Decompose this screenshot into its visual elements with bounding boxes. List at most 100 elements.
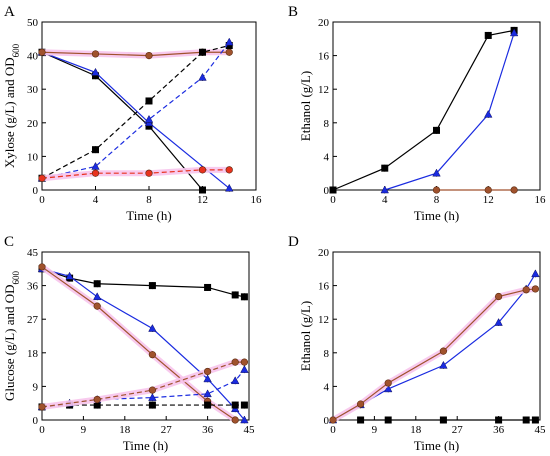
panel-a-data-point [38,48,46,56]
panel-b-series-3 [432,186,518,194]
panel-b-series-2-line [384,32,515,191]
panel-c-data-point [240,415,249,424]
panel-d-y-tick-label: 4 [324,381,330,393]
panel-c-data-point [148,324,157,332]
panel-c-data-point [204,283,212,291]
panel-a-data-point [198,72,207,81]
panel-b-data-point [484,31,492,39]
panel-c-data-point [204,367,212,376]
panel-a-data-point [199,186,207,194]
panel-b-y-axis-title: Ethanol (g/L) [298,71,313,141]
panel-c-data-point [231,401,239,409]
panel-d-data-point [531,285,540,293]
panel-d-x-tick-label: 0 [330,424,336,436]
panel-a-data-point [92,146,100,154]
panel-a: A 0 4 8 12 16 0 10 20 30 40 50 Time (h) Xylose (g/L)… [2,4,262,223]
panel-c-axes-frame [41,251,250,421]
panel-a-data-point [145,51,153,60]
panel-d-data-point [522,286,530,294]
panel-d-data-point [384,379,392,387]
panel-c-data-point [38,263,46,271]
panel-a-y-axis-title: Xylose (g/L) and OD600 [2,43,21,168]
panel-a-data-point [91,50,100,58]
panel-d-letter: D [288,234,299,250]
panel-c: C 0 9 18 27 36 45 0 9 18 27 36 45 Time (h) Glucose (g… [2,234,255,453]
panel-d: D 0 9 18 27 36 45 0 4 8 12 16 20 Time (h) Ethanol (g/… [288,234,546,453]
panel-c-data-point [148,386,156,394]
panel-a-series-5-line [41,41,230,179]
panel-a-y-tick-label: 40 [27,51,39,63]
panel-a-x-tick-label: 12 [197,194,208,206]
panel-b-x-tick-label: 16 [535,194,547,206]
panel-c-data-point [230,376,240,385]
panel-a-data-point [225,166,233,174]
panel-b-data-point [432,186,441,194]
panel-d-data-point [357,416,365,424]
panel-c-series-6 [38,358,248,411]
panel-c-data-point [148,351,156,359]
panel-c-data-point [203,389,212,398]
panel-a-y-tick-label: 50 [27,17,39,29]
panel-d-data-point [495,416,503,424]
panel-a-x-tick-label: 4 [93,194,99,206]
panel-a-data-point [91,161,100,170]
panel-b-y-tick-label: 0 [324,185,330,197]
panel-b-series-2 [380,28,519,194]
panel-a-data-point [144,114,154,123]
panel-d-y-tick-label: 20 [318,247,330,259]
panel-b-x-tick-label: 4 [382,194,388,206]
panel-c-data-point [65,271,74,280]
panel-b-x-axis-title: Time (h) [414,208,459,223]
panel-c-y-tick-label: 0 [33,415,39,427]
panel-c-data-point [93,395,101,404]
panel-b-data-point [432,126,440,134]
panel-c-letter: C [4,234,14,250]
panel-d-data-point [495,292,503,301]
panel-c-data-point [204,401,212,409]
panel-d-data-point [439,360,448,369]
panel-b-axes-frame [332,21,541,191]
panel-a-data-point [199,48,207,56]
panel-a-x-axis-title: Time (h) [126,208,171,223]
panel-c-series-1 [38,265,248,301]
panel-d-y-tick-label: 8 [324,348,330,360]
panel-c-data-point [148,401,156,409]
panel-b-data-point [381,164,389,172]
panel-b-y-tick-label: 4 [324,151,330,163]
panel-a-y-tick-label: 10 [27,151,39,163]
panel-c-data-point [231,358,239,366]
panel-c-data-point [92,292,102,301]
panel-c-y-axis-title: Glucose (g/L) and OD600 [2,270,21,401]
panel-c-data-point [231,291,239,299]
panel-d-data-point [494,318,503,326]
panel-d-data-point [383,384,393,393]
panel-a-data-point [38,174,46,182]
panel-d-data-point [522,416,530,424]
panel-a-series-6 [38,166,233,182]
panel-c-data-point [93,302,101,310]
panel-c-x-tick-label: 27 [161,424,173,436]
panel-a-data-point [225,48,233,56]
panel-b-y-tick-label: 8 [324,118,330,130]
panel-c-x-axis-title: Time (h) [123,438,168,453]
panel-a-data-point [198,166,207,174]
panel-a-data-point [225,37,234,46]
panel-c-data-point [231,416,239,424]
panel-c-data-point [148,282,156,290]
panel-d-series-3-halo [330,285,539,423]
panel-c-y-tick-label: 27 [27,314,39,326]
panel-b-y-tick-label: 16 [318,51,330,63]
panel-a-x-tick-label: 16 [251,194,263,206]
panel-b-x-tick-label: 12 [483,194,494,206]
panel-c-data-point [240,293,248,301]
panel-d-x-axis-title: Time (h) [414,438,459,453]
panel-d-data-point [384,416,392,424]
panel-d-y-tick-label: 0 [324,415,330,427]
panel-b-data-point [484,109,493,118]
panel-c-data-point [240,365,249,373]
panel-b-data-point [510,186,518,194]
panel-d-x-tick-label: 27 [452,424,464,436]
panel-c-x-tick-label: 45 [244,424,256,436]
panel-c-x-tick-label: 9 [81,424,87,436]
